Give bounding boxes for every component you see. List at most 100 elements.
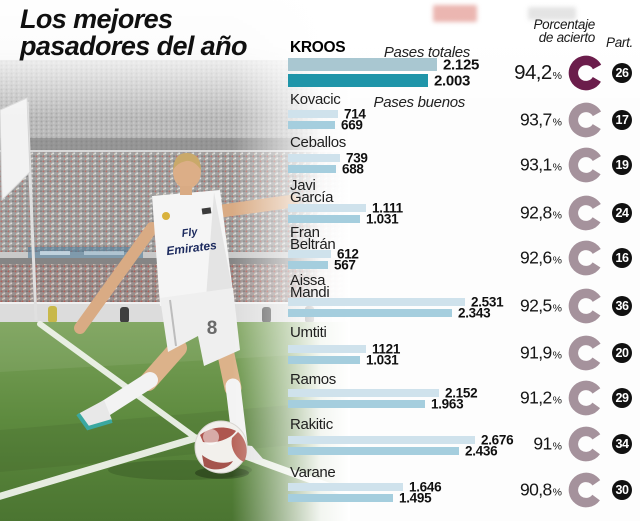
total-passes-value: 714 — [344, 106, 366, 122]
jersey-sponsor-text-line1: Fly — [181, 226, 199, 240]
accuracy-donut — [568, 380, 604, 416]
player-name-label: Umtiti — [290, 324, 327, 341]
percent-sign: % — [552, 440, 562, 453]
percent-sign: % — [552, 70, 562, 82]
player-name-label: Javi García — [290, 177, 334, 204]
total-passes-bar — [288, 436, 475, 444]
title-line2: pasadores del año — [20, 31, 247, 61]
accuracy-value: 90,8% — [472, 480, 562, 501]
accuracy-value: 92,6% — [472, 248, 562, 269]
player-name-line: Kovacic — [290, 91, 341, 108]
accuracy-number: 90,8 — [519, 479, 552, 500]
scoreboard-blur — [433, 5, 477, 22]
accuracy-number: 91 — [533, 433, 552, 454]
accuracy-ring — [568, 335, 604, 371]
good-passes-value: 1.495 — [399, 490, 432, 506]
accuracy-number: 92,6 — [519, 247, 552, 268]
accuracy-donut — [568, 240, 604, 276]
total-passes-value: 612 — [337, 246, 359, 262]
player-name-line: Umtiti — [290, 324, 327, 341]
page-title: Los mejores pasadores del año — [20, 6, 247, 60]
matches-badge: 24 — [612, 203, 632, 223]
accuracy-value: 93,7% — [472, 110, 562, 131]
matches-badge: 36 — [612, 296, 632, 316]
good-passes-value: 2.343 — [458, 305, 491, 321]
good-passes-bar — [288, 261, 328, 269]
accuracy-ring — [568, 195, 604, 231]
accuracy-donut — [568, 55, 604, 91]
total-passes-bar — [288, 110, 338, 118]
accuracy-donut — [568, 426, 604, 462]
good-passes-bar — [288, 121, 335, 129]
accuracy-value: 91% — [472, 434, 562, 455]
accuracy-donut — [568, 147, 604, 183]
player-name-line: Rakitic — [290, 416, 333, 433]
accuracy-value: 94,2% — [472, 61, 562, 85]
good-passes-bar — [288, 74, 428, 87]
accuracy-value: 93,1% — [472, 155, 562, 176]
column-header-matches: Part. — [606, 35, 634, 50]
accuracy-value: 91,9% — [472, 343, 562, 364]
matches-badge: 30 — [612, 480, 632, 500]
matches-badge: 16 — [612, 248, 632, 268]
accuracy-value: 92,8% — [472, 203, 562, 224]
total-passes-value: 2.152 — [445, 385, 478, 401]
good-passes-value: 688 — [342, 161, 364, 177]
good-passes-bar — [288, 356, 360, 364]
matches-badge: 17 — [612, 110, 632, 130]
total-passes-bar — [288, 298, 465, 306]
accuracy-donut — [568, 335, 604, 371]
corner-flag-icon — [0, 97, 38, 321]
total-passes-value: 739 — [346, 150, 368, 166]
total-passes-value: 2.125 — [443, 56, 480, 73]
total-passes-bar — [288, 345, 366, 353]
player-name-label: Ceballos — [290, 135, 346, 149]
good-passes-bar — [288, 215, 360, 223]
good-passes-bar — [288, 309, 452, 317]
total-passes-bar — [288, 250, 331, 258]
total-passes-bar — [288, 389, 439, 397]
percent-sign: % — [552, 116, 562, 129]
accuracy-donut — [568, 195, 604, 231]
player-name-line: Mandi — [290, 283, 330, 301]
total-passes-value: 1121 — [372, 341, 401, 357]
total-passes-value: 2.531 — [471, 294, 504, 310]
matches-badge: 20 — [612, 343, 632, 363]
percent-sign: % — [552, 394, 562, 407]
accuracy-value: 92,5% — [472, 296, 562, 317]
good-passes-value: 1.963 — [431, 396, 464, 412]
good-passes-value: 669 — [341, 117, 363, 133]
total-passes-value: 2.676 — [481, 432, 514, 448]
total-passes-bar — [288, 154, 340, 162]
good-passes-value: 1.031 — [366, 352, 399, 368]
accuracy-number: 93,1 — [519, 154, 552, 175]
total-passes-value: 1.111 — [372, 200, 403, 216]
series-label-total: Pases totales — [383, 44, 470, 61]
player-name-line: Ramos — [290, 371, 337, 388]
total-passes-bar — [288, 204, 366, 212]
percent-sign: % — [552, 486, 562, 499]
player-name-label: Varane — [290, 465, 336, 479]
player-name-line: KROOS — [290, 39, 346, 56]
good-passes-bar — [288, 400, 425, 408]
player-name-label: Aissa Mandi — [290, 273, 330, 301]
matches-badge: 19 — [612, 155, 632, 175]
percent-sign: % — [552, 161, 562, 174]
player-name-label: Ramos — [290, 371, 337, 388]
percent-sign: % — [552, 254, 562, 267]
player-name-line: Javi — [290, 177, 316, 194]
accuracy-ring — [568, 55, 604, 91]
player-name-line: Beltrán — [290, 235, 336, 253]
accuracy-number: 94,2 — [514, 61, 552, 84]
player-name-label: Kovacic — [290, 91, 341, 108]
good-passes-bar — [288, 494, 393, 502]
matches-badge: 26 — [612, 63, 632, 83]
percent-sign: % — [552, 209, 562, 222]
shorts-number: 8 — [207, 318, 218, 339]
column-header-accuracy: Porcentaje de acierto — [533, 17, 595, 45]
good-passes-bar — [288, 447, 459, 455]
accuracy-ring — [568, 240, 604, 276]
accuracy-value: 91,2% — [472, 388, 562, 409]
matches-badge: 29 — [612, 388, 632, 408]
